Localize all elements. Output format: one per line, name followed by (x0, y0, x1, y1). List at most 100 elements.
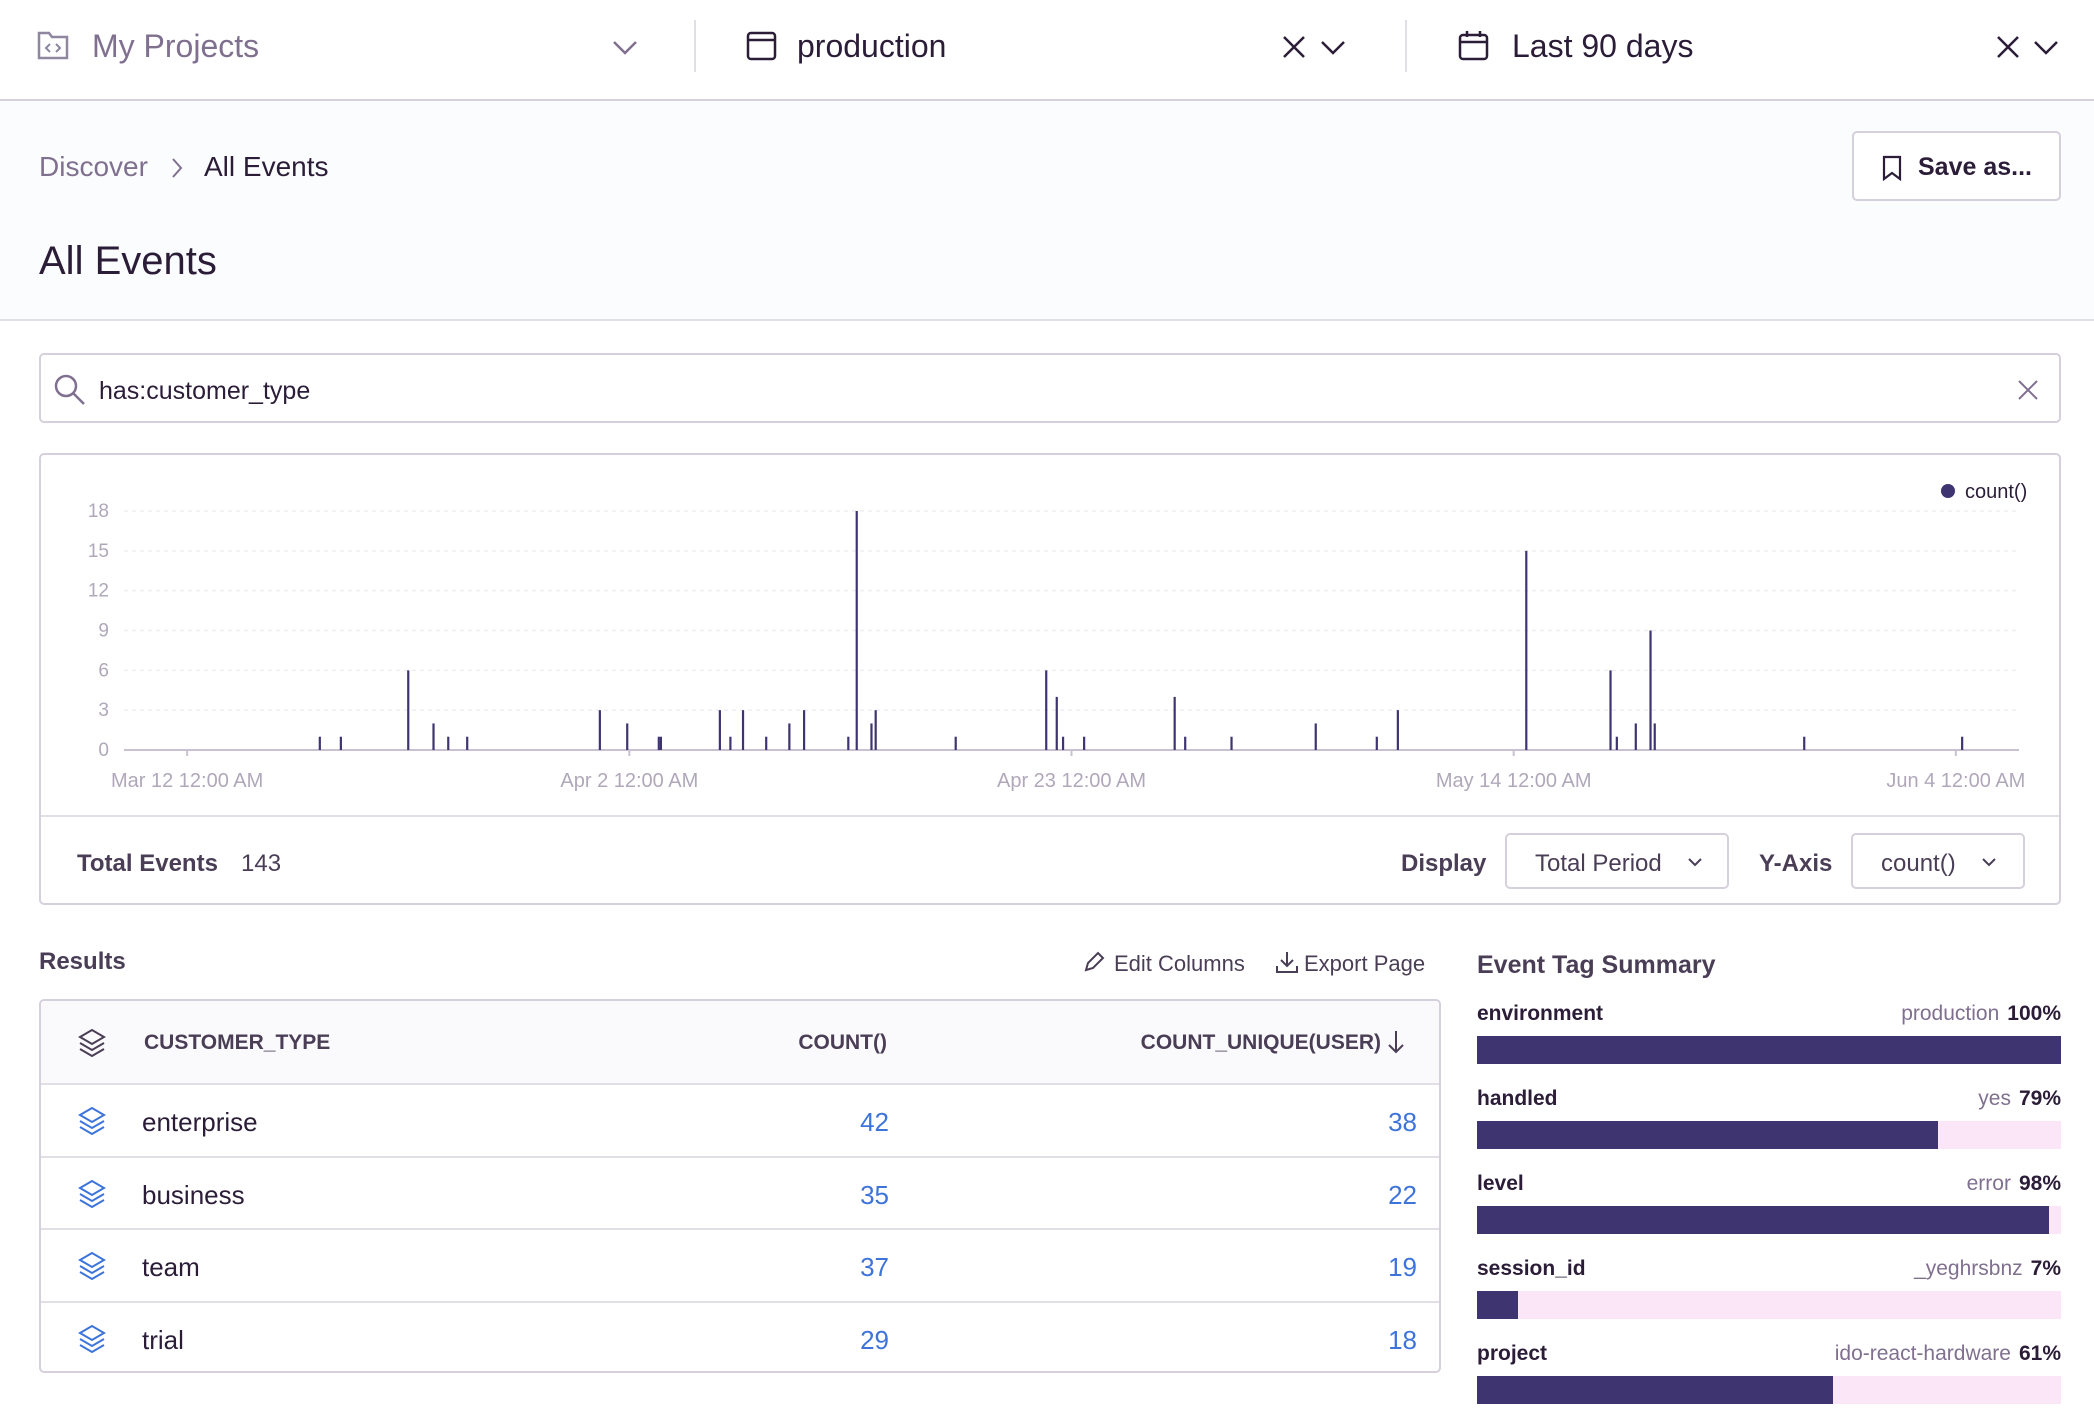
chart-panel: 0 3 6 9 12 15 18 Mar 12 12:00 AM Apr 2 12:00 AM A… (39, 453, 2061, 905)
yaxis-dropdown[interactable]: count() (1851, 833, 2025, 889)
tag-segment (1477, 1036, 2061, 1064)
export-icon (1276, 952, 1298, 973)
search-bar[interactable]: has:customer_type (39, 353, 2061, 423)
layers-icon[interactable] (77, 1250, 107, 1281)
cell-type: business (142, 1179, 245, 1210)
divider (1405, 20, 1407, 72)
save-label: Save as... (1918, 153, 2032, 181)
table-row[interactable]: trial 29 18 (41, 1300, 1439, 1371)
total-value: 143 (241, 850, 282, 877)
tag-percent: 79% (2018, 1087, 2061, 1110)
legend-marker (1941, 484, 1955, 498)
layers-icon (78, 1028, 106, 1057)
x-tick-label: Apr 2 12:00 AM (560, 770, 698, 792)
cell-type: enterprise (142, 1107, 258, 1137)
environment-selector[interactable]: production (797, 28, 947, 64)
y-tick-label: 0 (98, 740, 109, 761)
chevron (1688, 858, 1702, 867)
tag-value: yes (1978, 1087, 2011, 1110)
tag-key: session_id (1477, 1257, 1586, 1280)
project-selector[interactable]: My Projects (92, 28, 260, 64)
cell-unique[interactable]: 19 (1388, 1252, 1417, 1283)
tag-top: yes 79% (1978, 1087, 2061, 1111)
display-dropdown[interactable]: Total Period (1505, 833, 1729, 889)
breadcrumb-link[interactable]: Discover (39, 151, 148, 182)
column-header[interactable]: COUNT() (798, 1031, 887, 1054)
tag-value: _yeghrsbnz (1914, 1257, 2023, 1280)
tag-value: error (1966, 1172, 2011, 1195)
sort-icon[interactable] (1387, 1029, 1405, 1055)
tag-segment (1477, 1291, 1518, 1319)
results-table: CUSTOMER_TYPE COUNT() COUNT_UNIQUE(USER)… (39, 999, 1441, 1373)
tag-bar[interactable] (1477, 1206, 2061, 1234)
search-icon (54, 374, 85, 405)
env-icon (746, 31, 777, 61)
clear-search[interactable] (2017, 379, 2039, 401)
chevron[interactable] (612, 38, 638, 56)
layers-icon[interactable] (77, 1178, 107, 1208)
y-tick-label: 9 (98, 621, 109, 642)
cell-count[interactable]: 29 (860, 1324, 889, 1355)
total-label: Total Events (77, 850, 218, 877)
column-header[interactable]: CUSTOMER_TYPE (144, 1031, 331, 1054)
x-tick-label: May 14 12:00 AM (1436, 770, 1592, 792)
tag-bar[interactable] (1477, 1121, 2061, 1149)
cell-type: trial (142, 1324, 184, 1355)
tag-bar[interactable] (1477, 1036, 2061, 1064)
tag-key: environment (1477, 1002, 1604, 1025)
clear-icon[interactable] (1996, 35, 2020, 59)
display-label: Display (1401, 850, 1487, 877)
tag-top: ido-react-hardware 61% (1835, 1342, 2061, 1366)
tag-segment (1477, 1121, 1939, 1149)
cell-unique[interactable]: 22 (1388, 1179, 1417, 1210)
tag-top: error 98% (1967, 1172, 2061, 1196)
period-selector[interactable]: Last 90 days (1512, 28, 1694, 64)
chevron[interactable] (1320, 38, 1346, 56)
tag-summary-title: Event Tag Summary (1477, 951, 1716, 979)
tag-key: level (1477, 1172, 1524, 1195)
x-tick-label: Mar 12 12:00 AM (111, 770, 263, 792)
table-row[interactable]: business 35 22 (41, 1155, 1439, 1230)
bookmark-icon (1882, 155, 1902, 181)
top-bar: My Projects production Last 90 days (0, 0, 2094, 101)
y-tick-label: 6 (98, 660, 109, 681)
chevron (1982, 858, 1996, 867)
search-query[interactable]: has:customer_type (99, 377, 311, 405)
tag-percent: 98% (2018, 1172, 2061, 1195)
save-button[interactable]: Save as... (1852, 131, 2061, 201)
table-header: CUSTOMER_TYPE COUNT() COUNT_UNIQUE(USER) (41, 1001, 1439, 1083)
export-page[interactable]: Export Page (1304, 951, 1426, 976)
breadcrumb-current: All Events (204, 151, 329, 182)
table-row[interactable]: team 37 19 (41, 1228, 1439, 1302)
calendar-icon (1458, 31, 1489, 61)
tag-segment (1477, 1376, 1834, 1404)
yaxis-label: Y-Axis (1759, 850, 1833, 877)
divider (41, 815, 2059, 817)
divider (694, 20, 696, 72)
cell-unique[interactable]: 18 (1388, 1324, 1417, 1355)
results-title: Results (39, 948, 126, 975)
project-icon (37, 31, 69, 60)
y-tick-label: 15 (88, 541, 109, 562)
edit-columns[interactable]: Edit Columns (1114, 951, 1245, 976)
table-row[interactable]: enterprise 42 38 (41, 1083, 1439, 1157)
cell-count[interactable]: 37 (860, 1252, 889, 1283)
tag-percent: 100% (2007, 1002, 2061, 1025)
tag-key: project (1477, 1342, 1548, 1365)
layers-icon[interactable] (77, 1105, 107, 1135)
y-tick-label: 12 (88, 581, 109, 602)
clear-icon[interactable] (1282, 35, 1306, 59)
tag-bar[interactable] (1477, 1376, 2061, 1404)
tag-bar[interactable] (1477, 1291, 2061, 1319)
column-header[interactable]: COUNT_UNIQUE(USER) (1140, 1031, 1381, 1054)
y-tick-label: 18 (88, 501, 109, 522)
tag-percent: 61% (2018, 1342, 2061, 1365)
tag-top: production 100% (1901, 1002, 2061, 1026)
cell-count[interactable]: 42 (860, 1107, 889, 1137)
cell-unique[interactable]: 38 (1388, 1107, 1417, 1137)
x-tick-label: Apr 23 12:00 AM (997, 770, 1146, 792)
layers-icon[interactable] (77, 1323, 107, 1353)
cell-count[interactable]: 35 (860, 1179, 889, 1210)
edit-icon (1084, 951, 1105, 972)
chevron[interactable] (2033, 38, 2059, 56)
